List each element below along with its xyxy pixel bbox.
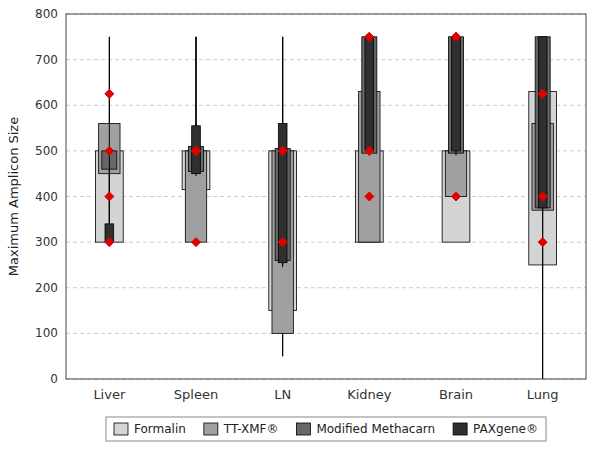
legend-item: TT-XMF®	[204, 422, 279, 436]
mean-marker	[365, 192, 374, 201]
legend-swatch	[453, 423, 467, 435]
mean-marker	[538, 238, 547, 247]
mean-marker	[192, 238, 201, 247]
mean-marker	[278, 146, 287, 155]
legend-box	[106, 417, 546, 441]
x-tick-label: Lung	[527, 387, 559, 402]
mean-marker	[105, 238, 114, 247]
y-tick-label: 400	[35, 190, 58, 204]
box	[448, 37, 463, 153]
legend-item: Modified Methacarn	[296, 422, 435, 436]
y-tick-label: 600	[35, 98, 58, 112]
mean-marker	[538, 192, 547, 201]
legend-swatch	[114, 423, 128, 435]
box	[278, 124, 287, 263]
y-tick-label: 100	[35, 326, 58, 340]
series-group	[99, 37, 554, 356]
mean-marker	[105, 89, 114, 98]
mean-marker	[192, 146, 201, 155]
plot-frame	[66, 14, 586, 379]
grid-line	[66, 59, 586, 60]
legend-swatch	[296, 423, 310, 435]
grid-line	[66, 242, 586, 243]
x-tick-label: Kidney	[347, 387, 392, 402]
mean-marker	[105, 192, 114, 201]
mean-marker	[192, 146, 201, 155]
mean-marker	[452, 32, 461, 41]
x-tick-label: LN	[274, 387, 291, 402]
legend: Formalin TT-XMF® Modified Methacarn PAXgene…	[106, 417, 546, 441]
mean-marker	[278, 146, 287, 155]
y-tick-label: 0	[50, 372, 58, 386]
box	[445, 151, 466, 197]
box	[538, 37, 547, 208]
plot-marks	[95, 32, 556, 379]
series-group	[95, 37, 556, 379]
mean-marker	[105, 146, 114, 155]
mean-marker	[452, 32, 461, 41]
mean-marker	[278, 238, 287, 247]
grid-line	[66, 196, 586, 197]
legend-label: Modified Methacarn	[316, 422, 435, 436]
legend-label: TT-XMF®	[223, 422, 279, 436]
means	[105, 32, 547, 246]
grid-line	[66, 287, 586, 288]
grid-line	[66, 150, 586, 151]
series-group	[105, 37, 547, 379]
legend-label: Formalin	[134, 422, 186, 436]
y-axis-label: Maximum Amplicon Size	[6, 117, 21, 276]
mean-marker	[192, 146, 201, 155]
mean-marker	[365, 32, 374, 41]
legend-item: Formalin	[114, 422, 186, 436]
y-tick-label: 500	[35, 144, 58, 158]
box	[452, 37, 461, 151]
x-tick-label: Spleen	[174, 387, 218, 402]
chart: 0 100 200 300 400 500 600 700 800 Liver Spleen LN Ki…	[0, 0, 600, 463]
mean-marker	[365, 146, 374, 155]
grid-line	[66, 105, 586, 106]
box	[442, 151, 470, 242]
mean-marker	[278, 146, 287, 155]
box	[365, 37, 374, 151]
y-tick-label: 700	[35, 53, 58, 67]
mean-marker	[452, 192, 461, 201]
legend-swatch	[204, 423, 218, 435]
x-tick-label: Brain	[439, 387, 473, 402]
mean-marker	[538, 89, 547, 98]
whisker	[109, 37, 110, 242]
grid	[66, 14, 586, 379]
background	[0, 0, 600, 463]
series-group	[102, 37, 550, 265]
box	[362, 37, 377, 153]
box	[192, 126, 201, 174]
legend-item: PAXgene®	[453, 422, 538, 436]
mean-marker	[365, 32, 374, 41]
y-tick-label: 200	[35, 281, 58, 295]
y-tick-label: 300	[35, 235, 58, 249]
mean-marker	[452, 192, 461, 201]
x-tick-label: Liver	[93, 387, 126, 402]
legend-label: PAXgene®	[473, 422, 538, 436]
grid-line	[66, 333, 586, 334]
whisker	[109, 37, 110, 242]
mean-marker	[538, 89, 547, 98]
y-tick-label: 800	[35, 7, 58, 21]
box	[535, 37, 550, 208]
